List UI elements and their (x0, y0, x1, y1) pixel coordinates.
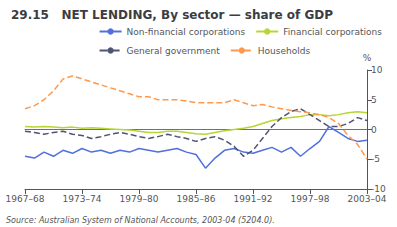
svg-text:%: % (363, 53, 372, 63)
svg-text:5: 5 (371, 95, 377, 105)
svg-text:1985–86: 1985–86 (177, 194, 216, 204)
svg-text:10: 10 (371, 65, 383, 75)
svg-text:Households: Households (258, 46, 311, 56)
svg-text:2003–04: 2003–04 (348, 194, 387, 204)
svg-text:1979–80: 1979–80 (120, 194, 159, 204)
svg-text:1973–74: 1973–74 (63, 194, 102, 204)
svg-text:0: 0 (371, 125, 377, 135)
svg-text:Non-financial corporations: Non-financial corporations (127, 27, 246, 37)
svg-text:General government: General government (127, 46, 221, 56)
svg-text:29.15 NET LENDING, By sector: 29.15 NET LENDING, By sector — share of … (11, 8, 333, 22)
svg-text:-10: -10 (371, 184, 386, 194)
svg-text:1967–68: 1967–68 (6, 194, 45, 204)
svg-text:1991–92: 1991–92 (234, 194, 273, 204)
svg-text:Financial corporations: Financial corporations (283, 27, 382, 37)
svg-text:1997–98: 1997–98 (291, 194, 330, 204)
svg-text:-5: -5 (371, 154, 380, 164)
svg-text:Source: Australian System of N: Source: Australian System of National Ac… (6, 216, 275, 225)
